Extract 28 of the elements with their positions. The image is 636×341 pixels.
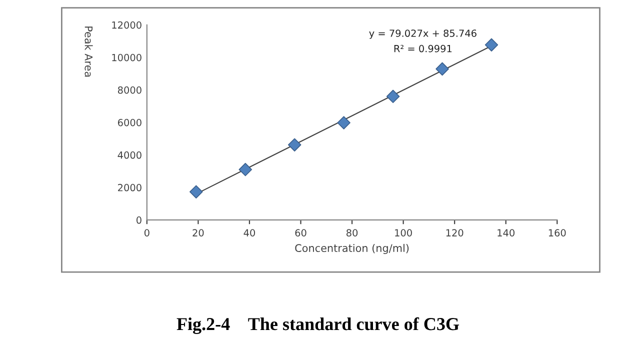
x-tick-label: 20 bbox=[192, 229, 204, 236]
x-tick-label: 80 bbox=[346, 229, 358, 236]
x-tick-label: 140 bbox=[498, 229, 514, 236]
point bbox=[288, 138, 302, 152]
y-tick-label: 8000 bbox=[118, 86, 142, 94]
x-tick-label: 40 bbox=[244, 229, 256, 236]
y-tick-label: 4000 bbox=[118, 151, 142, 159]
x-tick-label: 0 bbox=[144, 229, 150, 236]
x-tick-label: 60 bbox=[295, 229, 306, 236]
text: Fig.2-4 The standard curve of C3G bbox=[176, 317, 460, 334]
y-axis-title: Peak Area bbox=[84, 26, 93, 77]
annotation: R² = 0.9991 bbox=[394, 44, 452, 52]
point bbox=[436, 62, 449, 76]
point bbox=[337, 116, 350, 130]
point bbox=[238, 162, 252, 176]
x-axis-title: Concentration (ng/ml) bbox=[295, 244, 409, 254]
x-tick-label: 100 bbox=[395, 229, 412, 236]
point bbox=[190, 185, 203, 198]
point bbox=[386, 90, 400, 104]
y-tick-label: 6000 bbox=[118, 118, 142, 126]
x-tick-label: 160 bbox=[548, 229, 566, 236]
point bbox=[484, 38, 498, 52]
y-tick-label: 0 bbox=[136, 216, 142, 224]
y-tick-label: 2000 bbox=[118, 184, 142, 192]
x-tick-label: 120 bbox=[446, 229, 464, 236]
y-tick-label: 12000 bbox=[112, 21, 142, 29]
y-tick-label: 10000 bbox=[112, 54, 142, 62]
annotation: y = 79.027x + 85.746 bbox=[369, 30, 476, 39]
